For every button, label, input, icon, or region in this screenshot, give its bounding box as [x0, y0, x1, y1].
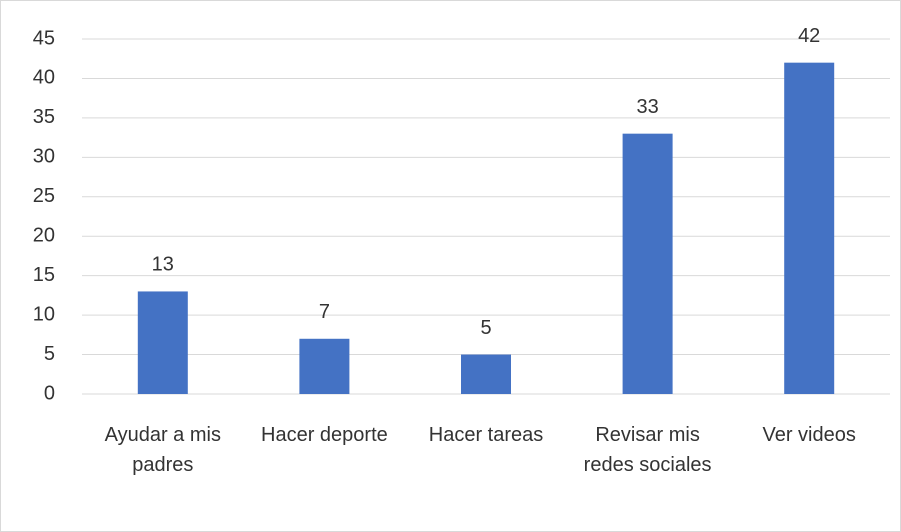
y-tick-label: 5: [44, 343, 55, 365]
data-label: 42: [798, 25, 820, 47]
x-tick-label: Ayudar a mis padres: [104, 424, 221, 476]
y-tick-label: 25: [33, 185, 55, 207]
data-label: 7: [319, 301, 330, 323]
bar: [299, 338, 350, 394]
data-label: 5: [480, 317, 491, 339]
y-tick-label: 10: [33, 303, 55, 325]
bar: [622, 133, 673, 394]
bar: [461, 354, 511, 394]
y-tick-label: 0: [44, 382, 55, 404]
y-tick-label: 30: [33, 146, 55, 168]
data-label: 33: [636, 96, 658, 118]
x-tick-label: Ver videos: [762, 424, 856, 446]
y-tick-label: 45: [33, 27, 55, 49]
bar: [784, 62, 835, 395]
y-tick-label: 35: [33, 106, 55, 128]
y-tick-label: 15: [33, 264, 55, 286]
x-tick-label: Hacer deporte: [261, 424, 388, 446]
bar: [137, 291, 188, 394]
data-label: 13: [152, 254, 174, 276]
x-tick-label: Hacer tareas: [428, 424, 544, 446]
y-tick-label: 40: [33, 67, 55, 89]
y-tick-label: 20: [33, 225, 55, 247]
x-tick-label: Revisar mis redes sociales: [583, 424, 712, 476]
